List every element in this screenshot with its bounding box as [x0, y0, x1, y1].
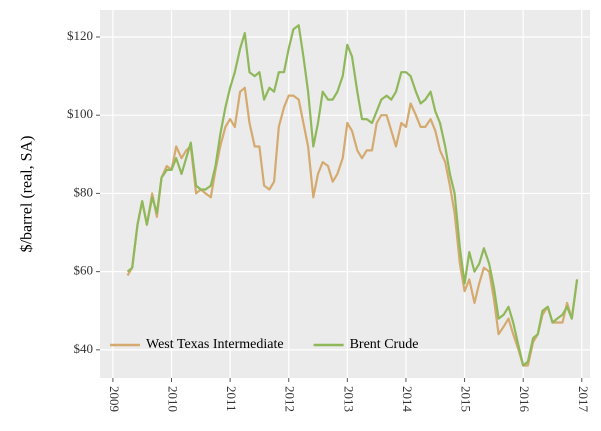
y-axis-label: $/barrel (real, SA) [19, 136, 36, 253]
x-tick-label: 2009 [107, 386, 122, 412]
legend-label: West Texas Intermediate [146, 337, 284, 352]
y-tick-label: $40 [74, 341, 94, 356]
x-tick-label: 2016 [517, 386, 532, 413]
x-tick-label: 2017 [576, 386, 591, 413]
legend: West Texas Intermediate Brent Crude [110, 337, 418, 352]
y-tick-label: $120 [67, 28, 93, 43]
x-tick-label: 2011 [224, 386, 239, 412]
y-tick-label: $100 [67, 106, 93, 121]
x-tick-label: 2015 [459, 386, 474, 412]
x-tick-label: 2012 [283, 386, 298, 412]
x-tick-label: 2014 [400, 386, 415, 413]
y-tick-label: $80 [74, 184, 94, 199]
x-tick-label: 2010 [166, 386, 181, 412]
data-line [126, 86, 579, 367]
data-line [126, 24, 579, 367]
y-tick-label: $60 [74, 263, 94, 278]
x-tick-label: 2013 [341, 386, 356, 412]
legend-label: Brent Crude [350, 337, 419, 352]
